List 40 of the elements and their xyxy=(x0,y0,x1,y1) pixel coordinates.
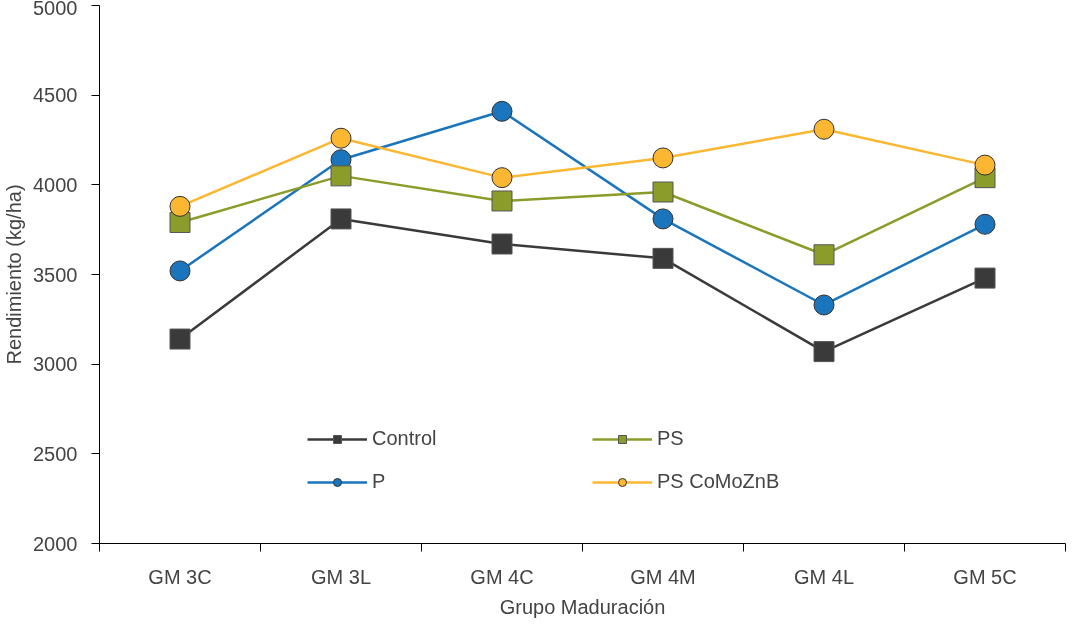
point xyxy=(652,208,674,230)
point xyxy=(974,267,996,289)
y-axis-title: Rendimiento (kg/ha) xyxy=(3,184,26,365)
point xyxy=(169,195,191,217)
x-axis-title: Grupo Maduración xyxy=(499,595,666,618)
legend-label: P xyxy=(372,470,387,493)
y-tick-label: 2000 xyxy=(33,532,78,555)
legend-label: PS CoMoZnB xyxy=(657,470,781,493)
point xyxy=(169,328,191,350)
legend-label: PS xyxy=(657,427,685,450)
y-tick-label: 2500 xyxy=(33,442,78,465)
point xyxy=(652,147,674,169)
point xyxy=(813,118,835,140)
y-tick-label: 3000 xyxy=(33,353,78,376)
point xyxy=(974,213,996,235)
y-tick-label: 5000 xyxy=(33,0,78,19)
point xyxy=(813,341,835,363)
x-tick-label: GM 4M xyxy=(630,565,696,588)
x-tick-label: GM 3C xyxy=(148,565,212,588)
point xyxy=(813,244,835,266)
point xyxy=(491,100,513,122)
point xyxy=(330,208,352,230)
x-tick-label: GM 5C xyxy=(953,565,1017,588)
legend-label: Control xyxy=(372,427,438,450)
point xyxy=(974,154,996,176)
y-tick-label: 3500 xyxy=(33,263,78,286)
point xyxy=(491,233,513,255)
point xyxy=(491,190,513,212)
y-tick-label: 4000 xyxy=(33,173,78,196)
point xyxy=(652,181,674,203)
y-tick-label: 4500 xyxy=(33,84,78,107)
point xyxy=(491,167,513,189)
point xyxy=(330,127,352,149)
point xyxy=(813,294,835,316)
x-tick-label: GM 4C xyxy=(470,565,534,588)
x-tick-label: GM 3L xyxy=(310,565,372,588)
point xyxy=(652,247,674,269)
point xyxy=(169,260,191,282)
x-tick-label: GM 4L xyxy=(793,565,855,588)
point xyxy=(330,165,352,187)
